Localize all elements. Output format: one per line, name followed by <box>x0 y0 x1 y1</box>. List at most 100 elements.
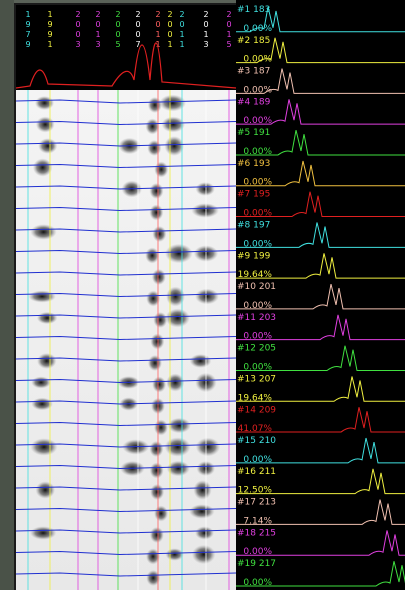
header-profile <box>15 42 237 89</box>
entry-percent: 0.00% <box>243 24 272 34</box>
row-line <box>15 550 237 556</box>
entry-percent: 0.00% <box>243 147 272 157</box>
gel-band <box>35 116 55 133</box>
gel-band <box>37 353 57 369</box>
row-line <box>15 292 237 298</box>
entry-percent: 41.07% <box>238 424 273 434</box>
entry-percent: 0.00% <box>243 547 272 557</box>
row-line <box>15 185 237 190</box>
row-line <box>15 421 237 427</box>
gel-header <box>16 5 236 90</box>
row-line <box>15 464 237 470</box>
row-line <box>15 378 237 384</box>
row-line <box>15 572 237 577</box>
gel-band <box>195 182 215 196</box>
entry-trace <box>236 530 405 556</box>
entry-label: #7 195 <box>237 190 270 200</box>
entry-label: #1 183 <box>237 5 270 15</box>
entry-label: #16 211 <box>237 467 276 477</box>
gel-band <box>195 437 221 457</box>
gel-band <box>34 96 55 110</box>
gel-band <box>166 286 185 307</box>
gel-band <box>165 548 184 561</box>
entry-trace <box>236 437 405 464</box>
gel-band <box>191 203 219 218</box>
lane-label: 2001 <box>166 10 175 50</box>
entry-percent: 0.00% <box>243 116 272 126</box>
entry-label: #14 209 <box>237 405 276 415</box>
gel-band <box>149 204 164 221</box>
row-line <box>15 507 237 513</box>
entry-trace <box>236 376 405 402</box>
gel-band <box>30 224 57 240</box>
entry-trace <box>236 345 405 371</box>
entry-percent: 0.00% <box>243 85 272 95</box>
gel-band <box>167 417 191 434</box>
entry-trace <box>236 283 405 310</box>
gel-band <box>151 269 166 285</box>
gel-band <box>38 138 58 154</box>
gel-band <box>154 505 169 522</box>
lane-label: 2011 <box>154 10 163 50</box>
entry-trace <box>236 499 405 525</box>
row-line <box>15 335 237 341</box>
entry-label: #12 205 <box>237 344 276 354</box>
lane-label: 1991 <box>46 10 55 50</box>
lane-label: 2005 <box>114 10 123 50</box>
gel-band <box>152 376 167 393</box>
entry-percent: 19.64% <box>238 393 273 403</box>
entry-percent: 0.00% <box>243 178 272 188</box>
entry-label: #17 213 <box>237 498 276 508</box>
gel-band <box>164 136 185 156</box>
entry-trace <box>236 222 405 248</box>
row-line <box>15 314 237 319</box>
trace-panel <box>236 0 405 590</box>
row-line <box>15 443 237 448</box>
gel-band <box>191 544 216 565</box>
entry-label: #15 210 <box>237 436 276 446</box>
gel-band <box>166 460 190 477</box>
gel-band <box>189 354 212 368</box>
row-line <box>15 400 237 405</box>
gel-band <box>149 527 164 543</box>
entry-label: #10 201 <box>237 282 276 292</box>
lane-label: 2015 <box>225 10 234 50</box>
gel-band <box>30 438 58 456</box>
lane-label: 2007 <box>134 10 143 50</box>
gel-band <box>159 94 187 112</box>
entry-trace <box>236 37 405 64</box>
entry-percent: 0.00% <box>243 55 272 65</box>
lane-label: 2013 <box>202 10 211 50</box>
entry-trace <box>236 407 405 433</box>
gel-band <box>146 570 161 586</box>
entry-label: #11 203 <box>237 313 276 323</box>
gel-band <box>36 311 58 325</box>
row-line <box>15 206 237 212</box>
entry-trace <box>236 468 405 495</box>
gel-band <box>150 333 165 350</box>
lane-label: 2011 <box>178 10 187 50</box>
entry-percent: 0.00% <box>243 239 272 249</box>
entry-percent: 12.50% <box>238 486 273 496</box>
gel-band <box>149 183 164 199</box>
lane-label: 2013 <box>94 10 103 50</box>
entry-trace <box>236 191 405 218</box>
gel-band <box>152 226 167 242</box>
gel-band <box>149 441 164 457</box>
entry-trace <box>236 160 405 187</box>
entry-label: #5 191 <box>237 128 270 138</box>
row-line <box>15 142 237 147</box>
gel-band <box>146 290 161 307</box>
gel-band <box>32 158 53 177</box>
gel-band <box>149 462 164 479</box>
entry-trace <box>236 6 405 33</box>
entry-label: #2 185 <box>237 36 270 46</box>
entry-trace <box>236 130 405 156</box>
entry-trace <box>236 68 405 94</box>
entry-percent: 0.00% <box>243 362 272 372</box>
entry-percent: 0.00% <box>243 209 272 219</box>
gel-band <box>153 419 168 436</box>
gel-band <box>30 526 57 540</box>
lane-label: 1979 <box>24 10 33 50</box>
